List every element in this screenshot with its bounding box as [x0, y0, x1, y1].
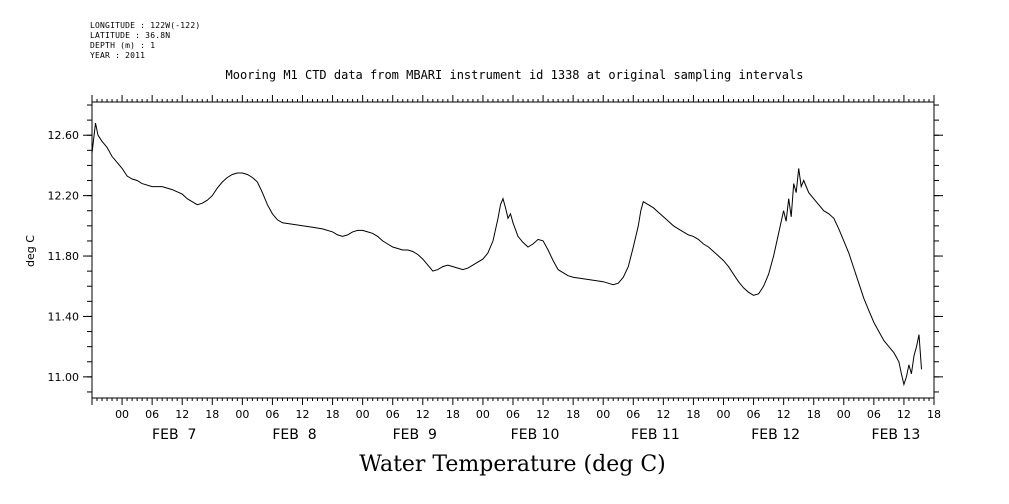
- x-tick-label: 12: [656, 408, 670, 421]
- x-tick-label: 06: [867, 408, 881, 421]
- x-tick-label: 06: [386, 408, 400, 421]
- y-tick-label: 12.60: [48, 129, 80, 142]
- x-tick-label: 06: [626, 408, 640, 421]
- chart-title: Mooring M1 CTD data from MBARI instrumen…: [225, 68, 804, 82]
- day-label: FEB 12: [751, 427, 800, 443]
- year-text: YEAR : 2011: [90, 51, 146, 60]
- x-tick-label: 00: [356, 408, 370, 421]
- x-tick-label: 06: [265, 408, 279, 421]
- y-tick-label: 11.80: [48, 250, 80, 263]
- y-axis-label: deg C: [24, 235, 37, 267]
- y-tick-label: 11.40: [48, 310, 80, 323]
- x-tick-label: 00: [476, 408, 490, 421]
- y-tick-label: 11.00: [48, 371, 80, 384]
- x-tick-label: 12: [777, 408, 791, 421]
- x-tick-label: 12: [175, 408, 189, 421]
- day-label: FEB 9: [393, 427, 437, 443]
- latitude-text: LATITUDE : 36.8N: [90, 31, 171, 40]
- x-tick-label: 18: [566, 408, 580, 421]
- x-tick-label: 00: [596, 408, 610, 421]
- longitude-text: LONGITUDE : 122W(-122): [90, 21, 201, 30]
- y-tick-label: 12.20: [48, 190, 80, 203]
- day-label: FEB 13: [872, 427, 921, 443]
- day-label: FEB 7: [152, 427, 196, 443]
- x-tick-label: 18: [807, 408, 821, 421]
- x-tick-label: 12: [296, 408, 310, 421]
- metadata-block: LONGITUDE : 122W(-122) LATITUDE : 36.8N …: [90, 21, 200, 61]
- x-tick-label: 06: [747, 408, 761, 421]
- x-tick-label: 12: [416, 408, 430, 421]
- plot-frame: [91, 101, 935, 399]
- x-tick-label: 12: [897, 408, 911, 421]
- x-tick-label: 12: [536, 408, 550, 421]
- axis-ticks: [83, 95, 943, 405]
- x-tick-label: 00: [115, 408, 129, 421]
- day-label: FEB 8: [272, 427, 316, 443]
- day-label: FEB 11: [631, 427, 680, 443]
- chart-subtitle: Water Temperature (deg C): [359, 452, 666, 477]
- x-tick-label: 18: [446, 408, 460, 421]
- x-tick-label: 00: [717, 408, 731, 421]
- x-tick-labels: 00 06 12 18 00 06 12 18 00 06 12 18 00 06 12 18 00 06 12 18…: [115, 408, 941, 421]
- x-tick-label: 00: [235, 408, 249, 421]
- x-tick-label: 18: [927, 408, 941, 421]
- x-tick-label: 06: [506, 408, 520, 421]
- day-labels: FEB 7 FEB 8 FEB 9 FEB 10 FEB 11 FEB 12 FEB 13: [152, 427, 920, 443]
- x-tick-label: 18: [205, 408, 219, 421]
- y-tick-labels: 11.00 11.40 11.80 12.20 12.60: [48, 129, 80, 384]
- x-tick-label: 00: [837, 408, 851, 421]
- x-tick-label: 18: [686, 408, 700, 421]
- x-tick-label: 18: [326, 408, 340, 421]
- depth-text: DEPTH (m) : 1: [90, 41, 156, 50]
- day-label: FEB 10: [511, 427, 560, 443]
- x-tick-label: 06: [145, 408, 159, 421]
- temperature-series-line: [91, 122, 922, 387]
